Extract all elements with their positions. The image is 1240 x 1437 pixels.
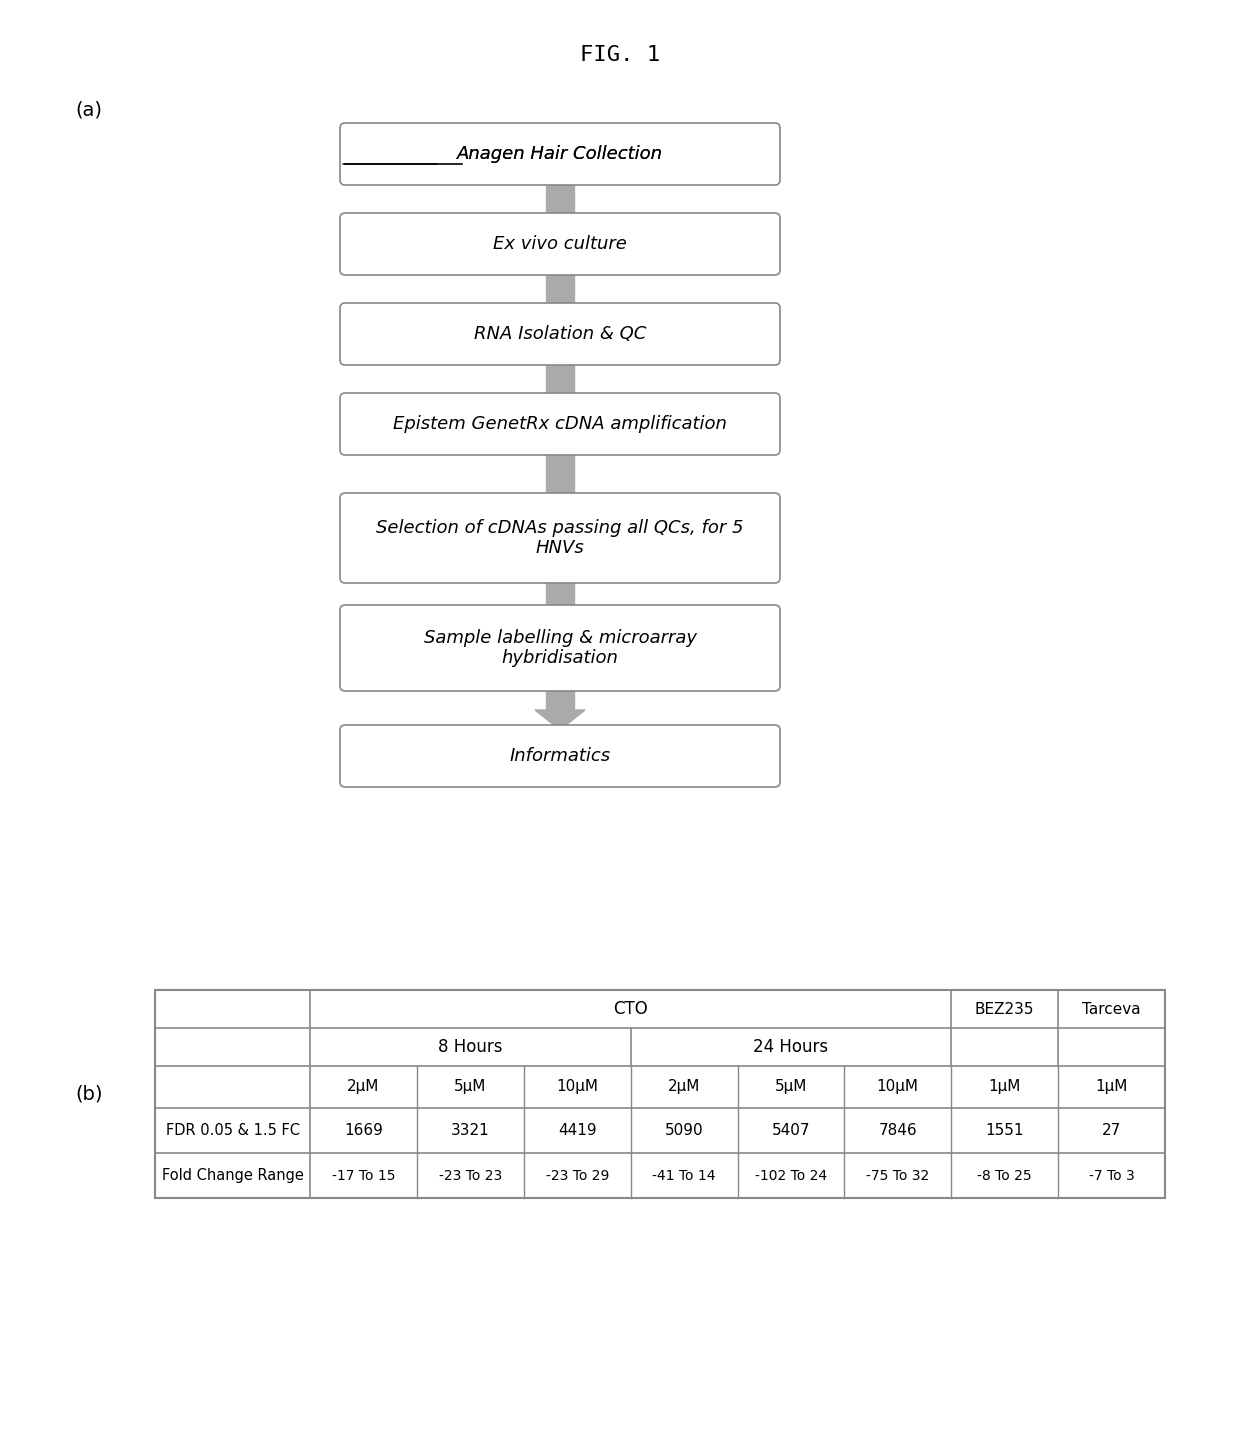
Text: 4419: 4419 (558, 1122, 596, 1138)
Text: -23 To 29: -23 To 29 (546, 1168, 609, 1183)
Text: 1μM: 1μM (1095, 1079, 1127, 1095)
Text: FIG. 1: FIG. 1 (580, 45, 660, 65)
Text: (a): (a) (74, 101, 102, 119)
Text: Fold Change Range: Fold Change Range (161, 1168, 304, 1183)
FancyBboxPatch shape (340, 124, 780, 185)
Text: -23 To 23: -23 To 23 (439, 1168, 502, 1183)
Text: RNA Isolation & QC: RNA Isolation & QC (474, 325, 646, 343)
Text: 10μM: 10μM (877, 1079, 919, 1095)
Text: 10μM: 10μM (557, 1079, 598, 1095)
FancyBboxPatch shape (340, 493, 780, 583)
Text: FDR 0.05 & 1.5 FC: FDR 0.05 & 1.5 FC (165, 1122, 300, 1138)
Text: 24 Hours: 24 Hours (754, 1038, 828, 1056)
Text: Informatics: Informatics (510, 747, 610, 764)
Text: Sample labelling & microarray
hybridisation: Sample labelling & microarray hybridisat… (424, 628, 697, 667)
FancyBboxPatch shape (340, 726, 780, 787)
Text: 2μM: 2μM (347, 1079, 379, 1095)
Text: Anagen Hair Collection: Anagen Hair Collection (458, 145, 663, 162)
Text: 1551: 1551 (986, 1122, 1024, 1138)
Text: 27: 27 (1102, 1122, 1121, 1138)
Bar (546, 270, 574, 308)
Text: Selection of cDNAs passing all QCs, for 5
HNVs: Selection of cDNAs passing all QCs, for … (376, 519, 744, 558)
Bar (546, 685, 574, 710)
Bar (546, 450, 574, 499)
Text: -41 To 14: -41 To 14 (652, 1168, 715, 1183)
Text: 5μM: 5μM (775, 1079, 807, 1095)
Text: (b): (b) (74, 1085, 103, 1104)
Text: 1669: 1669 (343, 1122, 383, 1138)
Bar (155, 990, 1166, 1198)
Bar (546, 180, 574, 218)
Text: -102 To 24: -102 To 24 (755, 1168, 827, 1183)
FancyBboxPatch shape (340, 605, 780, 691)
Text: 1μM: 1μM (988, 1079, 1021, 1095)
Text: -75 To 32: -75 To 32 (867, 1168, 930, 1183)
Text: 8 Hours: 8 Hours (438, 1038, 502, 1056)
Text: 5μM: 5μM (454, 1079, 486, 1095)
Text: 3321: 3321 (451, 1122, 490, 1138)
FancyBboxPatch shape (340, 303, 780, 365)
Text: Epistem GenetRx cDNA amplification: Epistem GenetRx cDNA amplification (393, 415, 727, 433)
Text: 7846: 7846 (878, 1122, 918, 1138)
Text: -17 To 15: -17 To 15 (331, 1168, 396, 1183)
Text: -7 To 3: -7 To 3 (1089, 1168, 1135, 1183)
Bar (546, 361, 574, 398)
Text: CTO: CTO (614, 1000, 649, 1017)
Text: Ex vivo culture: Ex vivo culture (494, 236, 627, 253)
Bar (546, 578, 574, 609)
FancyBboxPatch shape (340, 392, 780, 456)
Polygon shape (534, 710, 585, 730)
Text: 5407: 5407 (771, 1122, 810, 1138)
Text: 2μM: 2μM (668, 1079, 701, 1095)
Text: Tarceva: Tarceva (1083, 1002, 1141, 1016)
Text: -8 To 25: -8 To 25 (977, 1168, 1032, 1183)
Text: BEZ235: BEZ235 (975, 1002, 1034, 1016)
Text: Anagen Hair Collection: Anagen Hair Collection (458, 145, 663, 162)
FancyBboxPatch shape (340, 213, 780, 274)
Text: 5090: 5090 (665, 1122, 703, 1138)
